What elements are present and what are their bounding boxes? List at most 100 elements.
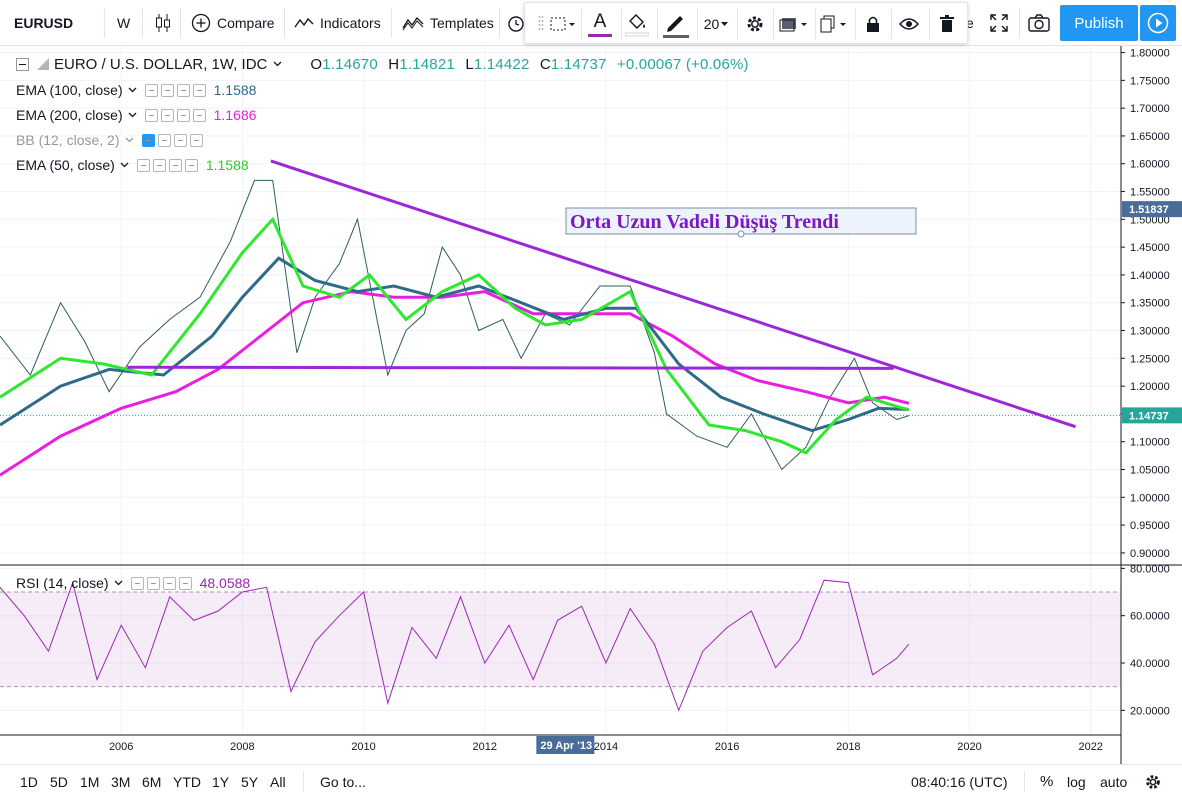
copy-icon[interactable] <box>817 3 851 45</box>
chevron-down-icon[interactable] <box>128 87 137 93</box>
range-all[interactable]: All <box>270 773 286 790</box>
goto-button[interactable]: Go to... <box>320 773 366 790</box>
candlestick-icon[interactable] <box>154 0 172 46</box>
indicator-legend-bb[interactable]: BB (12, close, 2) <box>16 130 211 150</box>
divider <box>697 9 698 39</box>
rectangle-shape-icon[interactable] <box>777 3 811 45</box>
indicator-legend-ema100[interactable]: EMA (100, close) 1.1588 <box>16 80 256 100</box>
close-icon[interactable] <box>192 83 206 97</box>
open-value: 1.14670 <box>322 55 378 73</box>
more-icon[interactable] <box>162 576 176 590</box>
publish-button[interactable]: Publish <box>1060 5 1138 41</box>
chevron-down-icon[interactable] <box>128 112 137 118</box>
utc-clock[interactable]: 08:40:16 (UTC) <box>911 773 1008 790</box>
collapse-legend-icon[interactable] <box>16 57 29 71</box>
price-tick-label: 0.90000 <box>1130 548 1170 560</box>
settings-icon[interactable] <box>146 576 160 590</box>
range-1y[interactable]: 1Y <box>212 773 230 790</box>
divider <box>929 9 930 39</box>
more-icon[interactable] <box>173 133 187 147</box>
crosshair-price-value: 1.51837 <box>1129 204 1169 216</box>
annotation-anchor-handle[interactable] <box>737 230 745 238</box>
divider <box>499 8 500 38</box>
indicator-controls[interactable] <box>130 576 192 590</box>
visibility-icon[interactable] <box>136 158 150 172</box>
range-1m[interactable]: 1M <box>80 773 100 790</box>
gear-icon[interactable] <box>1145 765 1161 797</box>
more-icon[interactable] <box>168 158 182 172</box>
settings-icon[interactable] <box>160 108 174 122</box>
visibility-icon[interactable] <box>144 83 158 97</box>
indicator-controls[interactable] <box>141 133 203 147</box>
rectangle-select-icon[interactable] <box>547 3 577 45</box>
percent-toggle[interactable]: % <box>1040 773 1054 790</box>
interval-selector[interactable]: W <box>117 15 131 31</box>
log-toggle[interactable]: log <box>1067 773 1086 790</box>
settings-icon[interactable] <box>152 158 166 172</box>
fullscreen-icon[interactable] <box>989 0 1009 46</box>
chevron-down-icon[interactable] <box>114 580 123 586</box>
range-ytd[interactable]: YTD <box>173 773 201 790</box>
range-5d[interactable]: 5D <box>50 773 68 790</box>
text-color-icon[interactable]: A <box>585 3 615 45</box>
trash-icon[interactable] <box>933 3 961 45</box>
auto-toggle[interactable]: auto <box>1100 773 1128 790</box>
alert-clock-icon[interactable] <box>507 0 525 46</box>
open-label: O <box>310 55 323 73</box>
close-icon[interactable] <box>189 133 203 147</box>
range-5y[interactable]: 5Y <box>241 773 259 790</box>
eye-icon[interactable] <box>895 3 923 45</box>
chevron-down-icon[interactable] <box>120 162 129 168</box>
templates-icon <box>402 16 424 31</box>
more-icon[interactable] <box>176 108 190 122</box>
settings-icon[interactable] <box>157 133 171 147</box>
main-series-legend[interactable]: EURO / U.S. DOLLAR, 1W, IDC O1.14670 H1.… <box>16 54 749 74</box>
close-icon[interactable] <box>184 158 198 172</box>
symbol-search[interactable]: EURUSD <box>14 15 74 31</box>
settings-icon[interactable] <box>160 83 174 97</box>
rsi-band-fill <box>0 592 1121 687</box>
camera-icon[interactable] <box>1028 0 1050 46</box>
templates-button[interactable]: Templates <box>402 0 494 46</box>
indicator-value: 1.1686 <box>213 107 257 123</box>
play-icon[interactable] <box>1140 5 1176 41</box>
lock-icon[interactable] <box>859 3 887 45</box>
indicator-legend-ema50[interactable]: EMA (50, close) 1.1588 <box>16 155 249 175</box>
close-icon[interactable] <box>178 576 192 590</box>
indicator-controls[interactable] <box>144 83 206 97</box>
rsi-name: RSI (14, close) <box>16 575 109 591</box>
fill-bucket-icon[interactable] <box>623 3 651 45</box>
indicator-controls[interactable] <box>136 158 198 172</box>
divider <box>303 771 304 792</box>
price-chart[interactable]: Orta Uzun Vadeli Düşüş Trendi 1.80000 1.7… <box>0 46 1182 764</box>
plus-circle-icon <box>191 13 211 33</box>
settings-gear-icon[interactable] <box>741 3 769 45</box>
visibility-icon[interactable] <box>144 108 158 122</box>
downtrend-line[interactable] <box>270 159 1077 429</box>
close-icon[interactable] <box>192 108 206 122</box>
hidden-visibility-icon[interactable] <box>141 133 155 147</box>
line-width-selector[interactable]: 20 <box>701 3 731 45</box>
rsi-legend[interactable]: RSI (14, close) 48.0588 <box>16 573 250 593</box>
pen-icon[interactable] <box>661 3 691 45</box>
indicator-controls[interactable] <box>144 108 206 122</box>
compare-button[interactable]: Compare <box>191 0 275 46</box>
chevron-down-icon[interactable] <box>273 61 282 67</box>
range-6m[interactable]: 6M <box>142 773 162 790</box>
series-style-icon <box>37 58 49 70</box>
support-line[interactable] <box>127 365 894 370</box>
drag-handle[interactable] <box>531 3 551 45</box>
indicators-button[interactable]: Indicators <box>294 0 381 46</box>
indicator-legend-ema200[interactable]: EMA (200, close) 1.1686 <box>16 105 256 125</box>
more-icon[interactable] <box>176 83 190 97</box>
range-3m[interactable]: 3M <box>111 773 131 790</box>
price-tick-label: 1.40000 <box>1130 270 1170 282</box>
time-tick-label: 2012 <box>473 741 497 753</box>
visibility-icon[interactable] <box>130 576 144 590</box>
price-tick-label: 1.60000 <box>1130 159 1170 171</box>
divider <box>284 8 285 38</box>
range-1d[interactable]: 1D <box>20 773 38 790</box>
chevron-down-icon[interactable] <box>125 137 134 143</box>
close-value: 1.14737 <box>550 55 607 73</box>
trend-annotation[interactable]: Orta Uzun Vadeli Düşüş Trendi <box>565 207 917 238</box>
